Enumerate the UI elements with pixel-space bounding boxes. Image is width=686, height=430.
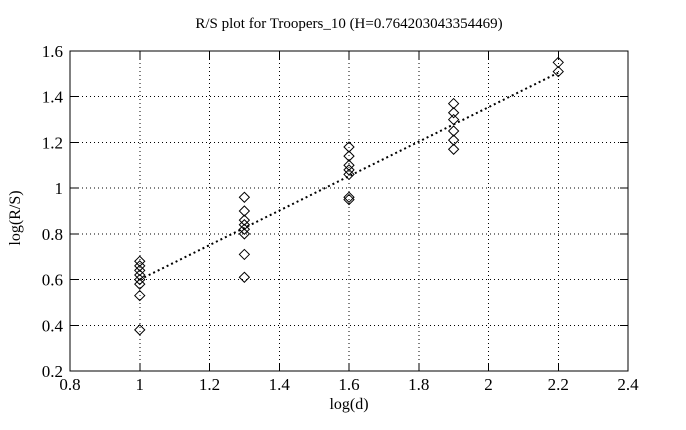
y-tick-label: 1.6 [42,42,63,61]
data-point-diamond [238,205,251,217]
data-point-diamond [238,214,251,226]
x-tick-label: 1.8 [408,375,429,394]
data-point-diamond [238,219,251,231]
data-point-diamond [447,107,460,119]
data-point-diamond [447,125,460,137]
data-point-diamond [343,150,355,162]
data-point-diamond [134,255,146,267]
x-tick-label: 1 [136,375,145,394]
data-point-diamond [343,141,355,153]
data-point-diamond [343,193,355,206]
data-points [134,56,564,336]
data-point-diamond [238,271,251,283]
x-tick-label: 1.4 [269,375,291,394]
gridlines [70,51,628,371]
data-point-diamond [447,97,460,110]
y-tick-label: 0.2 [42,362,63,381]
x-tick-label: 1.6 [338,375,359,394]
y-tick-label: 1.2 [42,133,63,152]
y-tick-label: 0.6 [42,271,63,290]
data-point-diamond [134,260,146,272]
data-point-diamond [447,143,460,155]
data-point-diamond [238,191,251,203]
y-tick-label: 0.8 [42,225,63,244]
data-point-diamond [552,65,564,78]
data-point-diamond [134,273,146,286]
data-point-diamond [552,56,564,69]
y-tick-label: 1 [55,179,64,198]
data-point-diamond [134,269,146,281]
y-tick-label: 1.4 [42,88,64,107]
x-tick-label: 2 [484,375,493,394]
data-point-diamond [447,113,460,126]
data-point-diamond [238,228,251,240]
x-axis-title: log(d) [329,396,369,413]
data-point-diamond [134,278,146,290]
x-tick-label: 0.8 [59,375,80,394]
x-tick-label: 2.2 [548,375,569,394]
data-point-diamond [343,191,355,203]
data-point-diamond [343,164,355,176]
x-tick-label: 2.4 [617,375,639,394]
data-point-diamond [134,324,146,336]
data-point-diamond [447,134,460,146]
y-tick-labels: 0.2 0.4 0.6 0.8 1 1.2 1.4 1.6 [42,42,64,381]
data-point-diamond [343,159,355,171]
data-point-diamond [134,289,146,302]
x-tick-label: 1.2 [199,375,220,394]
data-point-diamond [343,168,355,181]
y-tick-label: 0.4 [42,316,64,335]
data-point-diamond [134,264,146,277]
x-tick-labels: 0.8 1 1.2 1.4 1.6 1.8 2 2.2 2.4 [59,375,639,394]
data-point-diamond [238,223,251,235]
chart-title: R/S plot for Troopers_10 (H=0.7642030433… [195,16,503,32]
tick-marks [69,50,629,372]
data-point-diamond [238,248,251,261]
